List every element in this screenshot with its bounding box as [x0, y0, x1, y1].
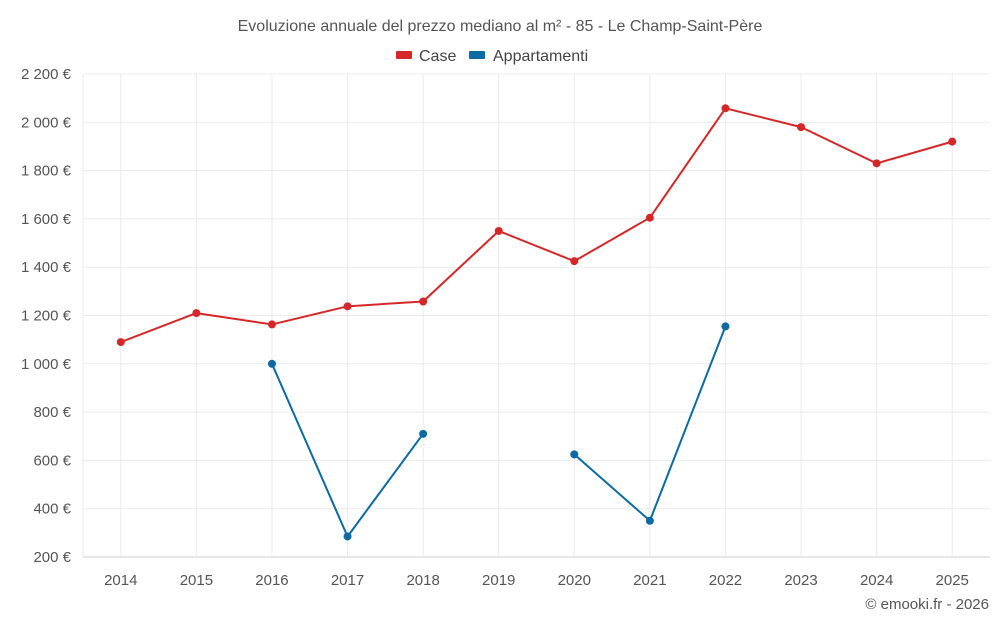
- point-case-2018[interactable]: [419, 297, 428, 306]
- point-case-2021[interactable]: [645, 213, 654, 222]
- x-tick-label-2015: 2015: [180, 572, 213, 589]
- y-tick-label-1000: 1 000 €: [21, 356, 72, 373]
- x-tick-label-2022: 2022: [709, 572, 742, 589]
- y-tick-label-1200: 1 200 €: [21, 308, 72, 325]
- point-case-2016[interactable]: [267, 320, 276, 329]
- series-case: [116, 104, 957, 347]
- legend-item-appartamenti[interactable]: Appartamenti: [469, 48, 588, 65]
- point-appartamenti-2018[interactable]: [419, 429, 428, 438]
- x-tick-label-2017: 2017: [331, 572, 364, 589]
- series-line-case-segment-1: [120, 107, 953, 343]
- series-appartamenti: [267, 322, 730, 541]
- point-case-2019[interactable]: [494, 226, 503, 235]
- point-case-2015[interactable]: [192, 309, 201, 318]
- point-appartamenti-2017[interactable]: [343, 532, 352, 541]
- x-tick-label-2019: 2019: [482, 572, 515, 589]
- y-axis-ticks: 200 € 400 € 600 € 800 € 1 000 € 1 200 € 1 400 …: [21, 66, 72, 566]
- legend-label-appartamenti: Appartamenti: [493, 48, 588, 65]
- y-tick-label-1400: 1 400 €: [21, 259, 72, 276]
- x-axis-ticks: 2014 2015 2016 2017 2018 2019 2020 2021 2022 2023…: [104, 572, 969, 589]
- x-tick-label-2024: 2024: [860, 572, 893, 589]
- point-appartamenti-2016[interactable]: [267, 359, 276, 368]
- y-tick-label-600: 600 €: [33, 452, 71, 469]
- x-tick-label-2020: 2020: [558, 572, 591, 589]
- y-tick-label-200: 200 €: [33, 549, 71, 566]
- y-tick-label-1800: 1 800 €: [21, 163, 72, 180]
- x-tick-label-2014: 2014: [104, 572, 137, 589]
- x-tick-label-2023: 2023: [784, 572, 817, 589]
- y-tick-label-1600: 1 600 €: [21, 211, 72, 228]
- y-tick-label-2000: 2 000 €: [21, 114, 72, 131]
- x-tick-label-2025: 2025: [936, 572, 969, 589]
- legend: Case Appartamenti: [396, 48, 588, 65]
- point-case-2025[interactable]: [948, 137, 957, 146]
- y-tick-label-400: 400 €: [33, 501, 71, 518]
- legend-swatch-appartamenti: [469, 51, 485, 59]
- point-appartamenti-2021[interactable]: [645, 516, 654, 525]
- chart-title: Evoluzione annuale del prezzo mediano al…: [238, 18, 763, 35]
- series-group: [116, 104, 957, 541]
- x-tick-label-2021: 2021: [633, 572, 666, 589]
- legend-swatch-case: [396, 51, 412, 59]
- point-case-2023[interactable]: [797, 123, 806, 132]
- y-tick-label-800: 800 €: [33, 404, 71, 421]
- point-case-2014[interactable]: [116, 338, 125, 347]
- point-appartamenti-2020[interactable]: [570, 450, 579, 459]
- legend-item-case[interactable]: Case: [396, 48, 456, 65]
- point-appartamenti-2022[interactable]: [721, 322, 730, 331]
- point-case-2022[interactable]: [721, 104, 730, 113]
- point-case-2024[interactable]: [872, 159, 881, 168]
- point-case-2017[interactable]: [343, 302, 352, 311]
- credit-text: © emooki.fr - 2026: [865, 596, 989, 613]
- x-tick-label-2018: 2018: [406, 572, 439, 589]
- y-tick-label-2200: 2 200 €: [21, 66, 72, 83]
- legend-label-case: Case: [419, 48, 456, 65]
- point-case-2020[interactable]: [570, 257, 579, 266]
- x-tick-label-2016: 2016: [255, 572, 288, 589]
